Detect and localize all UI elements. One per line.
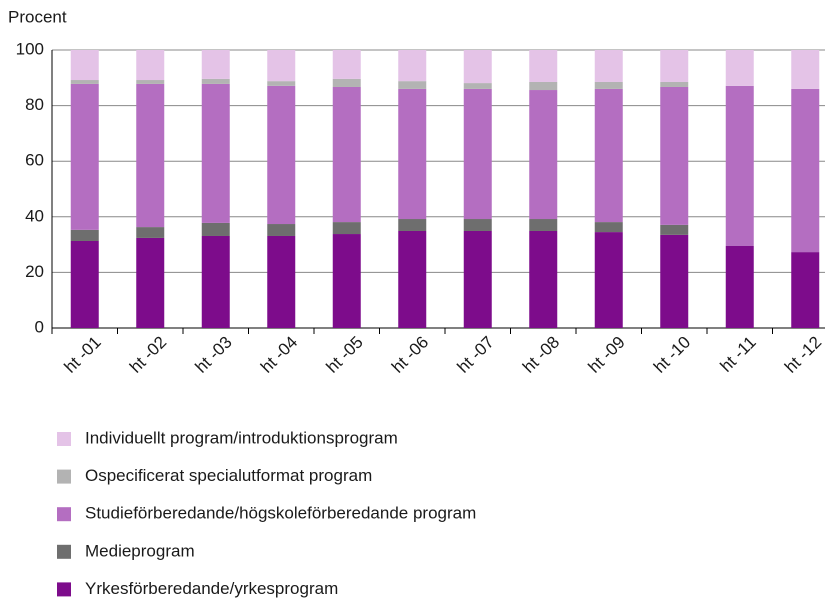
bar-segment [332,234,361,328]
bar-segment [70,80,99,84]
legend-label: Individuellt program/introduktionsprogra… [85,428,398,447]
bar-segment [660,50,689,82]
bar-segment [398,81,427,89]
bar-segment [463,83,492,89]
bar-segment [70,240,99,328]
legend-label: Ospecificerat specialutformat program [85,466,372,485]
x-tick-label: ht -08 [519,333,563,377]
bar-segment [332,222,361,235]
legend-swatch [57,432,71,446]
bar-segment [201,50,230,79]
bar-segment [267,85,296,225]
bar-segment [136,50,165,81]
bar-segment [463,219,492,231]
bar-segment [529,219,558,231]
bar-segment [267,224,296,236]
bar-segment [267,81,296,86]
bar-segment [136,237,165,328]
bar-segment [201,83,230,223]
legend-label: Yrkesförberedande/yrkesprogram [85,579,338,598]
bar-segment [267,235,296,328]
y-axis-label: Procent [8,7,67,26]
bar-segment [136,80,165,84]
y-tick-label: 40 [25,206,44,225]
legend-swatch [57,582,71,597]
bar-segment [660,81,689,87]
legend-swatch [57,469,71,484]
bar-segment [332,78,361,87]
bar-segment [267,50,296,82]
bar-segment [594,50,623,82]
bar-segment [725,85,754,246]
bar-segment [463,88,492,220]
bar-segment [398,230,427,328]
bar-segment [529,81,558,91]
bar-segment [463,230,492,328]
legend-label: Medieprogram [85,541,195,560]
y-tick-label: 0 [35,317,44,336]
bar-segment [398,88,427,220]
bar-segment [660,234,689,328]
bar-segment [529,50,558,82]
x-tick-label: ht -05 [323,333,367,377]
bar-segment [201,235,230,328]
bar-segment [398,50,427,82]
x-tick-label: ht -04 [257,333,301,377]
bar-segment [660,86,689,225]
y-tick-label: 100 [16,39,44,58]
legend-label: Studieförberedande/högskoleförberedande … [85,504,476,523]
x-tick-label: ht -07 [454,333,498,377]
bar-segment [791,252,820,328]
x-tick-label: ht -11 [716,333,759,376]
y-tick-label: 20 [25,262,44,281]
x-tick-label: ht -10 [650,333,694,377]
x-tick-label: ht -02 [126,333,170,377]
y-tick-label: 60 [25,151,44,170]
bar-segment [660,224,689,235]
bar-segment [791,50,820,89]
bar-segment [594,88,623,223]
x-tick-label: ht -06 [388,333,432,377]
bar-segment [725,50,754,86]
bar-segment [463,50,492,84]
bar-segment [136,227,165,238]
legend-swatch [57,544,71,559]
bar-segment [136,83,165,228]
bar-segment [70,83,99,230]
bar-segment [529,230,558,328]
y-tick-label: 80 [25,95,44,114]
bar-segment [70,50,99,81]
x-tick-label: ht -01 [61,333,105,377]
x-tick-label: ht -03 [192,333,236,377]
bar-segment [70,229,99,241]
bar-segment [332,86,361,223]
x-tick-label: ht -12 [781,333,825,377]
bar-segment [332,50,361,79]
x-tick-label: ht -09 [585,333,629,377]
legend-swatch [57,507,71,522]
bar-segment [725,245,754,328]
bar-segment [791,88,820,253]
bar-segment [594,222,623,233]
bar-segment [594,232,623,328]
bar-segment [529,90,558,220]
bar-segment [594,81,623,89]
bar-segment [201,222,230,236]
bar-segment [398,219,427,231]
bar-segment [201,78,230,84]
